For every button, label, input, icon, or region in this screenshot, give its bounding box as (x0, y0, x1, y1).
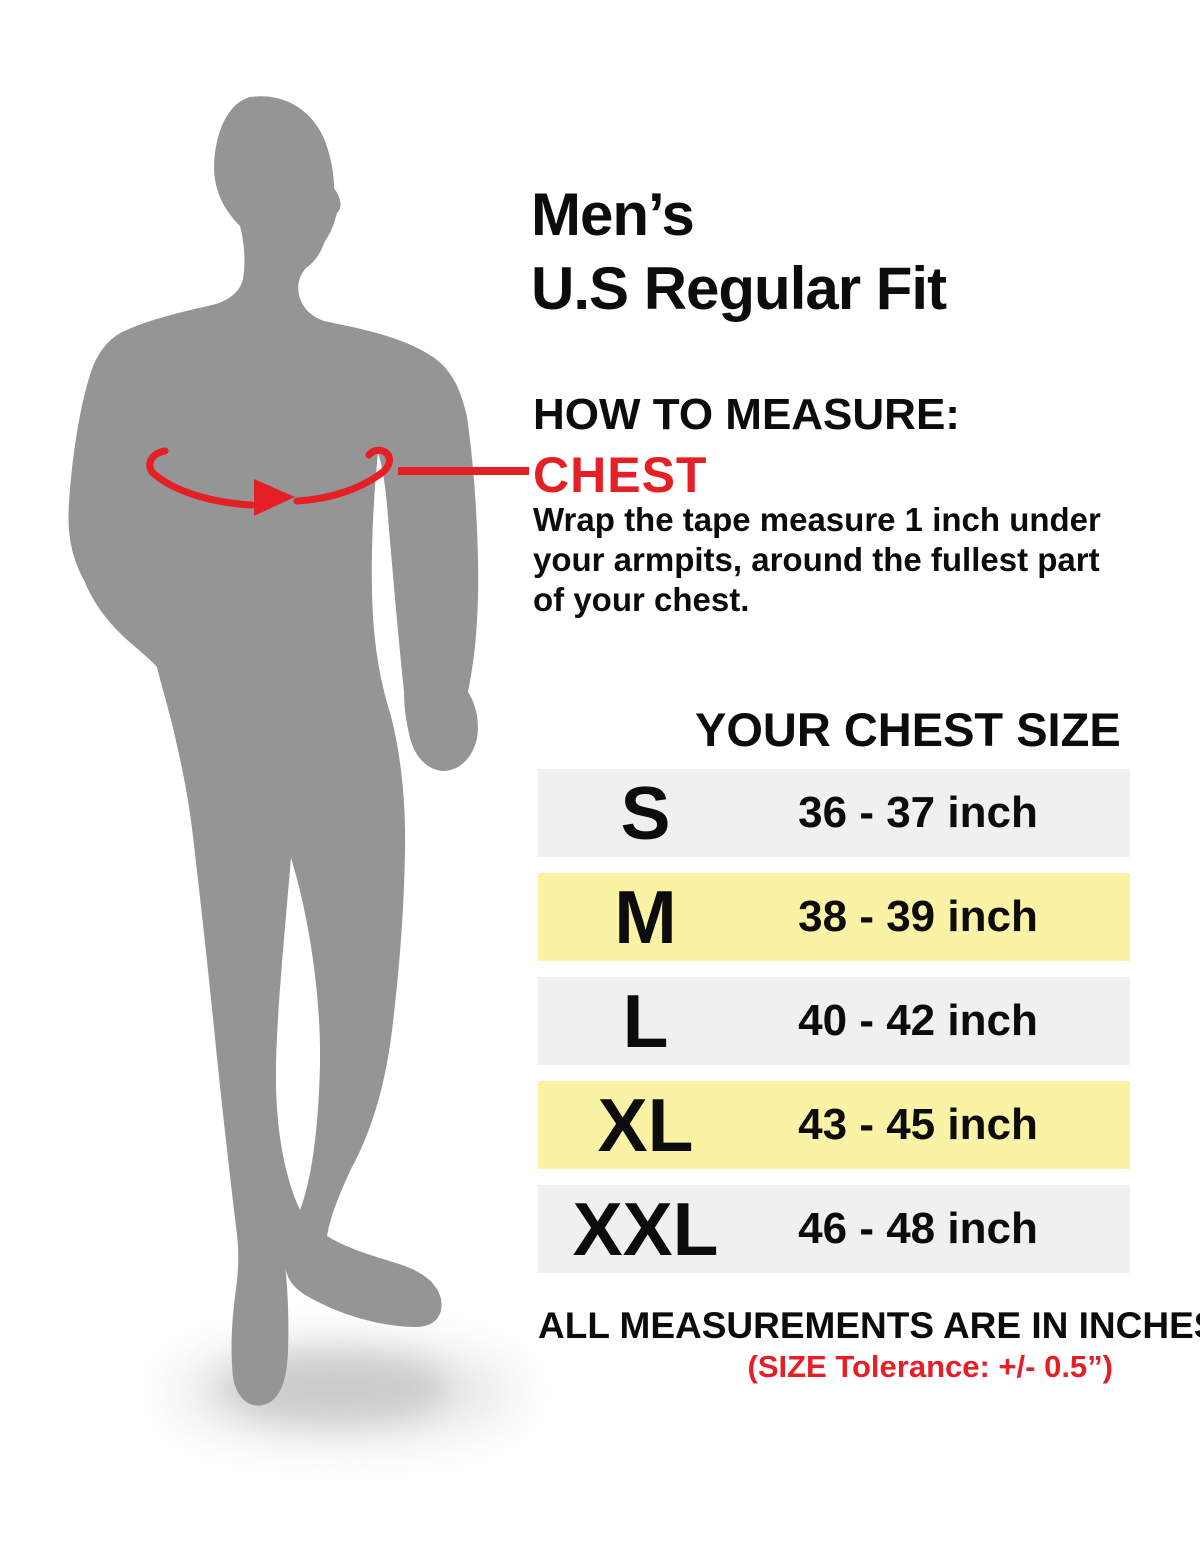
size-range: 36 - 37 inch (798, 788, 1038, 837)
size-range: 40 - 42 inch (798, 996, 1038, 1045)
size-label: M (614, 874, 677, 959)
page-title: Men’s U.S Regular Fit (531, 178, 947, 326)
legs-gap (275, 858, 321, 1210)
size-row-s: S 36 - 37 inch (538, 769, 1130, 857)
instruction-line: of your chest. (533, 581, 750, 618)
page-title-line2: U.S Regular Fit (531, 255, 947, 322)
size-row-m: M 38 - 39 inch (538, 873, 1130, 961)
size-row-xxl: XXL 46 - 48 inch (538, 1185, 1130, 1273)
size-label: L (622, 978, 669, 1063)
instruction-line: Wrap the tape measure 1 inch under (533, 501, 1101, 538)
instruction-line: your armpits, around the fullest part (533, 541, 1100, 578)
size-label: S (620, 770, 671, 855)
measurements-note: ALL MEASUREMENTS ARE IN INCHES (538, 1305, 1200, 1346)
size-tolerance-note: (SIZE Tolerance: +/- 0.5”) (747, 1349, 1114, 1384)
how-to-measure-heading: HOW TO MEASURE: (533, 390, 960, 439)
chest-measure-arrowhead (254, 479, 295, 516)
chest-measure-arrow-right (293, 446, 393, 505)
size-row-l: L 40 - 42 inch (538, 977, 1130, 1065)
size-row-xl: XL 43 - 45 inch (538, 1081, 1130, 1169)
chest-measure-arrow-left (146, 447, 256, 509)
size-label: XXL (572, 1186, 719, 1271)
size-label: XL (597, 1082, 694, 1167)
size-range: 38 - 39 inch (798, 892, 1038, 941)
size-range: 43 - 45 inch (798, 1100, 1038, 1149)
size-table-header: YOUR CHEST SIZE (695, 703, 1121, 756)
size-table: S 36 - 37 inch M 38 - 39 inch L 40 - 42 … (538, 769, 1130, 1289)
man-silhouette (68, 96, 479, 1406)
size-range: 46 - 48 inch (798, 1204, 1038, 1253)
page-title-line1: Men’s (531, 181, 695, 248)
chest-label: CHEST (533, 447, 708, 503)
measure-instructions: Wrap the tape measure 1 inch under your … (533, 500, 1101, 620)
